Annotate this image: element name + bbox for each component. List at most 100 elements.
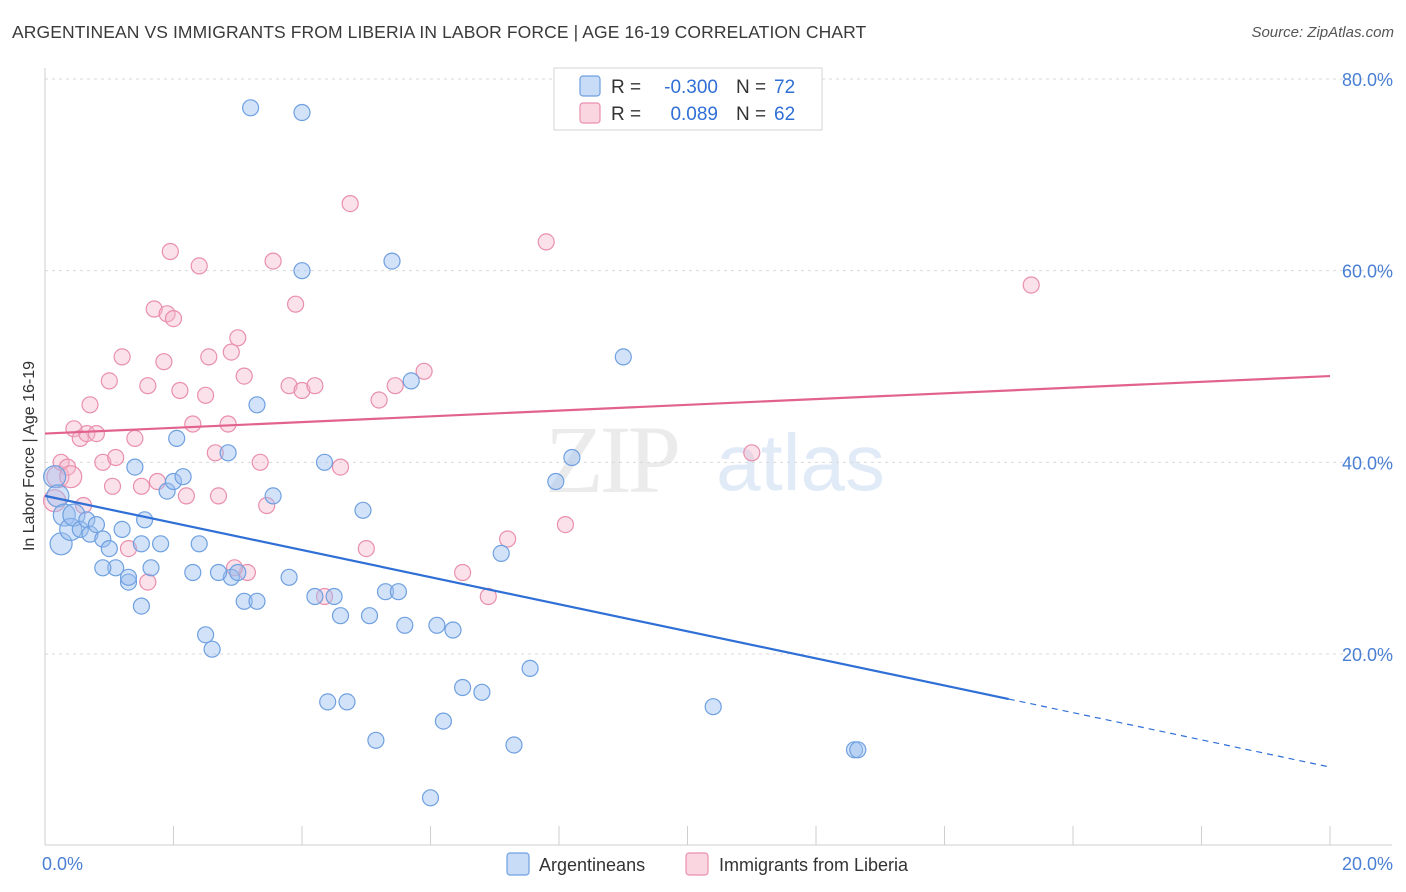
argentinean-point-68 bbox=[94, 559, 112, 577]
legend-n-label-1: N = bbox=[736, 77, 766, 98]
liberia-point-32 bbox=[219, 415, 237, 433]
x-tick-label-min: 0.0% bbox=[42, 854, 83, 874]
y-tick-label-60: 60.0% bbox=[1342, 262, 1393, 282]
argentinean-point-60 bbox=[563, 448, 581, 467]
liberia-point-56 bbox=[743, 444, 761, 462]
argentinean-point-46 bbox=[383, 252, 401, 270]
argentinean-point-17 bbox=[126, 458, 144, 476]
legend-swatch-liberia bbox=[579, 102, 601, 124]
liberia-point-14 bbox=[113, 348, 131, 366]
liberia-point-23 bbox=[164, 310, 183, 328]
liberia-point-24 bbox=[171, 381, 189, 400]
argentinean-point-57 bbox=[505, 736, 523, 754]
argentinean-point-44 bbox=[367, 731, 385, 749]
argentinean-point-6 bbox=[71, 520, 89, 539]
legend-r-value-1: -0.300 bbox=[664, 77, 718, 98]
liberia-point-51 bbox=[454, 563, 472, 582]
liberia-point-18 bbox=[139, 377, 157, 395]
liberia-point-50 bbox=[415, 362, 433, 380]
liberia-point-29 bbox=[200, 348, 218, 366]
legend-r-label-2: R = bbox=[611, 104, 641, 125]
argentinean-point-2 bbox=[49, 532, 73, 556]
argentinean-point-59 bbox=[547, 472, 565, 491]
y-tick-label-40: 40.0% bbox=[1342, 453, 1393, 473]
liberia-point-58 bbox=[139, 573, 157, 591]
liberia-point-35 bbox=[235, 367, 253, 385]
liberia-point-33 bbox=[222, 343, 240, 361]
argentinean-point-52 bbox=[434, 712, 452, 730]
argentinean-point-38 bbox=[315, 453, 334, 471]
trend-lines bbox=[44, 374, 1331, 768]
argentinean-point-70 bbox=[360, 607, 379, 625]
argentinean-point-7 bbox=[78, 511, 96, 529]
liberia-point-48 bbox=[370, 391, 388, 409]
trend-line-argentineans bbox=[44, 494, 1009, 701]
argentinean-point-56 bbox=[492, 544, 510, 563]
legend-box: R = -0.300 N = 72 R = 0.089 N = 62 bbox=[553, 67, 823, 131]
liberia-point-57 bbox=[1022, 276, 1040, 294]
x-axis-ticks bbox=[44, 826, 1331, 845]
series-argentineans-points bbox=[42, 99, 867, 807]
argentinean-point-21 bbox=[164, 472, 183, 491]
argentinean-point-40 bbox=[325, 587, 343, 606]
argentinean-point-12 bbox=[113, 520, 131, 539]
liberia-point-53 bbox=[499, 530, 517, 548]
liberia-point-16 bbox=[126, 429, 144, 447]
liberia-point-47 bbox=[357, 539, 375, 558]
liberia-point-44 bbox=[315, 587, 334, 606]
liberia-point-13 bbox=[107, 448, 125, 467]
liberia-point-36 bbox=[238, 563, 256, 582]
source-label: Source: ZipAtlas.com bbox=[1251, 24, 1394, 41]
argentinean-point-51 bbox=[428, 616, 446, 634]
liberia-point-38 bbox=[258, 496, 276, 515]
argentinean-point-8 bbox=[81, 525, 99, 543]
liberia-point-4 bbox=[59, 465, 83, 489]
bottom-legend-swatch-liberia bbox=[685, 852, 709, 876]
liberia-point-41 bbox=[287, 295, 305, 313]
liberia-point-45 bbox=[331, 458, 350, 476]
argentinean-point-22 bbox=[168, 429, 186, 447]
argentinean-point-47 bbox=[389, 583, 407, 601]
argentinean-point-27 bbox=[203, 640, 221, 658]
liberia-point-28 bbox=[197, 386, 215, 404]
liberia-point-11 bbox=[100, 372, 118, 390]
y-tick-label-20: 20.0% bbox=[1342, 645, 1393, 665]
argentinean-point-49 bbox=[402, 372, 420, 390]
argentinean-point-43 bbox=[354, 501, 372, 519]
argentinean-point-26 bbox=[197, 626, 215, 644]
liberia-point-31 bbox=[209, 487, 228, 505]
argentinean-point-36 bbox=[293, 103, 311, 122]
liberia-point-15 bbox=[119, 539, 138, 558]
argentinean-point-53 bbox=[444, 621, 462, 639]
argentinean-point-33 bbox=[242, 99, 260, 117]
argentinean-point-16 bbox=[136, 511, 154, 529]
liberia-point-46 bbox=[341, 195, 359, 213]
argentinean-point-45 bbox=[376, 583, 395, 601]
argentinean-point-30 bbox=[235, 592, 253, 610]
argentinean-point-23 bbox=[174, 468, 192, 486]
argentinean-point-29 bbox=[229, 563, 247, 582]
liberia-point-8 bbox=[81, 396, 99, 414]
legend-r-label-1: R = bbox=[611, 77, 641, 98]
liberia-point-55 bbox=[556, 515, 575, 534]
argentinean-point-20 bbox=[158, 482, 176, 500]
trend-line-argentineans-extension bbox=[1008, 698, 1331, 768]
series-liberia-points bbox=[42, 195, 1040, 606]
argentinean-point-69 bbox=[219, 444, 237, 462]
liberia-point-27 bbox=[190, 257, 208, 275]
bottom-legend-swatch-argentineans bbox=[506, 852, 530, 876]
legend-n-label-2: N = bbox=[736, 104, 766, 125]
liberia-point-39 bbox=[264, 252, 282, 270]
legend-n-value-2: 62 bbox=[774, 104, 795, 125]
argentinean-point-62 bbox=[704, 698, 722, 716]
argentinean-point-31 bbox=[248, 592, 266, 610]
argentinean-point-9 bbox=[87, 515, 106, 534]
y-axis-label: In Labor Force | Age 16-19 bbox=[21, 361, 38, 551]
argentinean-point-24 bbox=[184, 563, 202, 582]
liberia-point-42 bbox=[293, 381, 311, 400]
liberia-point-9 bbox=[87, 425, 106, 443]
trend-line-liberia bbox=[44, 374, 1331, 435]
argentinean-point-48 bbox=[396, 616, 414, 634]
liberia-point-22 bbox=[161, 242, 179, 261]
bottom-legend-label-liberia: Immigrants from Liberia bbox=[719, 855, 909, 875]
